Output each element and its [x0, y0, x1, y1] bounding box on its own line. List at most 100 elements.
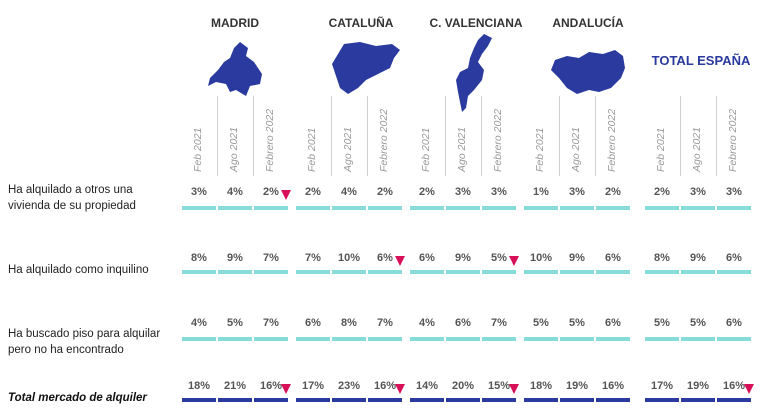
value-madrid-row3-p2: 16%	[259, 380, 283, 392]
period-label-cvalenciana-2: Febrero 2022	[492, 108, 504, 172]
column-separator	[559, 96, 560, 176]
value-total-row0-p0: 2%	[654, 186, 670, 198]
bar-madrid-row3-p0	[182, 398, 216, 402]
region-title-madrid: MADRID	[211, 16, 259, 30]
bar-total-row0-p0	[645, 206, 679, 210]
period-label-total-1: Ago 2021	[691, 127, 703, 172]
period-label-total-0: Feb 2021	[655, 127, 667, 172]
bar-total-row1-p1	[681, 270, 715, 274]
value-cvalenciana-row3-p2: 15%	[487, 380, 511, 392]
bar-cataluna-row2-p0	[296, 337, 330, 341]
row-label-own-property: Ha alquilado a otros una vivienda de su …	[8, 184, 136, 212]
bar-total-row3-p0	[645, 398, 679, 402]
value-andalucia-row0-p1: 3%	[569, 186, 585, 198]
value-andalucia-row3-p1: 19%	[565, 380, 589, 392]
bar-andalucia-row3-p1	[560, 398, 594, 402]
value-total-row1-p2: 6%	[726, 252, 742, 264]
valenciana-map-icon	[456, 34, 492, 112]
decrease-marker-icon	[744, 384, 754, 394]
value-andalucia-row2-p0: 5%	[533, 317, 549, 329]
bar-andalucia-row2-p0	[524, 337, 558, 341]
bar-madrid-row2-p0	[182, 337, 216, 341]
bar-total-row0-p2	[717, 206, 751, 210]
value-total-row3-p0: 17%	[650, 380, 674, 392]
column-separator	[253, 96, 254, 176]
period-label-madrid-2: Febrero 2022	[264, 108, 276, 172]
value-andalucia-row2-p1: 5%	[569, 317, 585, 329]
column-separator	[367, 96, 368, 176]
value-andalucia-row1-p2: 6%	[605, 252, 621, 264]
bar-andalucia-row1-p0	[524, 270, 558, 274]
region-title-total: TOTAL ESPAÑA	[651, 53, 751, 68]
period-label-total-2: Febrero 2022	[727, 108, 739, 172]
value-madrid-row3-p1: 21%	[223, 380, 247, 392]
period-label-cvalenciana-1: Ago 2021	[456, 127, 468, 172]
value-cataluna-row1-p0: 7%	[305, 252, 321, 264]
value-andalucia-row0-p0: 1%	[533, 186, 549, 198]
period-label-andalucia-1: Ago 2021	[570, 127, 582, 172]
bar-cvalenciana-row3-p2	[482, 398, 516, 402]
value-cataluna-row2-p1: 8%	[341, 317, 357, 329]
value-andalucia-row0-p2: 2%	[605, 186, 621, 198]
region-title-andalucia: ANDALUCÍA	[552, 16, 624, 30]
row-label-searched: Ha buscado piso para alquilar pero no ha…	[8, 328, 161, 356]
bar-total-row2-p0	[645, 337, 679, 341]
period-label-cataluna-0: Feb 2021	[306, 127, 318, 172]
value-cataluna-row0-p2: 2%	[377, 186, 393, 198]
bar-cvalenciana-row0-p1	[446, 206, 480, 210]
bar-cvalenciana-row0-p0	[410, 206, 444, 210]
bar-andalucia-row2-p2	[596, 337, 630, 341]
bar-total-row1-p0	[645, 270, 679, 274]
value-cataluna-row1-p2: 6%	[377, 252, 393, 264]
value-cataluna-row3-p1: 23%	[337, 380, 361, 392]
bar-cvalenciana-row1-p0	[410, 270, 444, 274]
row-label-tenant: Ha alquilado como inquilino	[8, 264, 149, 276]
bar-madrid-row0-p1	[218, 206, 252, 210]
bar-cvalenciana-row3-p0	[410, 398, 444, 402]
bar-cvalenciana-row2-p0	[410, 337, 444, 341]
decrease-marker-icon	[281, 384, 291, 394]
bar-total-row2-p1	[681, 337, 715, 341]
cataluna-map-icon	[332, 42, 400, 94]
value-total-row0-p1: 3%	[690, 186, 706, 198]
period-label-andalucia-0: Feb 2021	[534, 127, 546, 172]
column-separator	[680, 96, 681, 176]
value-total-row1-p0: 8%	[654, 252, 670, 264]
bar-total-row1-p2	[717, 270, 751, 274]
value-andalucia-row3-p2: 16%	[601, 380, 625, 392]
value-cataluna-row3-p0: 17%	[301, 380, 325, 392]
value-madrid-row0-p1: 4%	[227, 186, 243, 198]
row-label-total: Total mercado de alquiler	[8, 392, 147, 404]
value-cataluna-row0-p0: 2%	[305, 186, 321, 198]
decrease-marker-icon	[395, 256, 405, 266]
bar-cataluna-row1-p2	[368, 270, 402, 274]
value-madrid-row2-p0: 4%	[191, 317, 207, 329]
bar-cvalenciana-row2-p1	[446, 337, 480, 341]
bar-madrid-row2-p2	[254, 337, 288, 341]
value-madrid-row1-p1: 9%	[227, 252, 243, 264]
bar-madrid-row1-p1	[218, 270, 252, 274]
bar-andalucia-row3-p0	[524, 398, 558, 402]
period-label-cataluna-1: Ago 2021	[342, 127, 354, 172]
period-label-cataluna-2: Febrero 2022	[378, 108, 390, 172]
value-total-row3-p1: 19%	[686, 380, 710, 392]
bar-cvalenciana-row1-p1	[446, 270, 480, 274]
value-madrid-row2-p1: 5%	[227, 317, 243, 329]
bar-cataluna-row1-p1	[332, 270, 366, 274]
value-andalucia-row1-p1: 9%	[569, 252, 585, 264]
value-total-row1-p1: 9%	[690, 252, 706, 264]
value-cvalenciana-row0-p2: 3%	[491, 186, 507, 198]
bar-cataluna-row0-p1	[332, 206, 366, 210]
bar-madrid-row1-p0	[182, 270, 216, 274]
bar-total-row3-p1	[681, 398, 715, 402]
bar-andalucia-row2-p1	[560, 337, 594, 341]
bar-cataluna-row1-p0	[296, 270, 330, 274]
value-total-row0-p2: 3%	[726, 186, 742, 198]
bar-cataluna-row2-p2	[368, 337, 402, 341]
bar-madrid-row3-p2	[254, 398, 288, 402]
period-label-madrid-1: Ago 2021	[228, 127, 240, 172]
value-cataluna-row2-p0: 6%	[305, 317, 321, 329]
value-total-row3-p2: 16%	[722, 380, 746, 392]
bar-madrid-row1-p2	[254, 270, 288, 274]
bar-madrid-row0-p0	[182, 206, 216, 210]
